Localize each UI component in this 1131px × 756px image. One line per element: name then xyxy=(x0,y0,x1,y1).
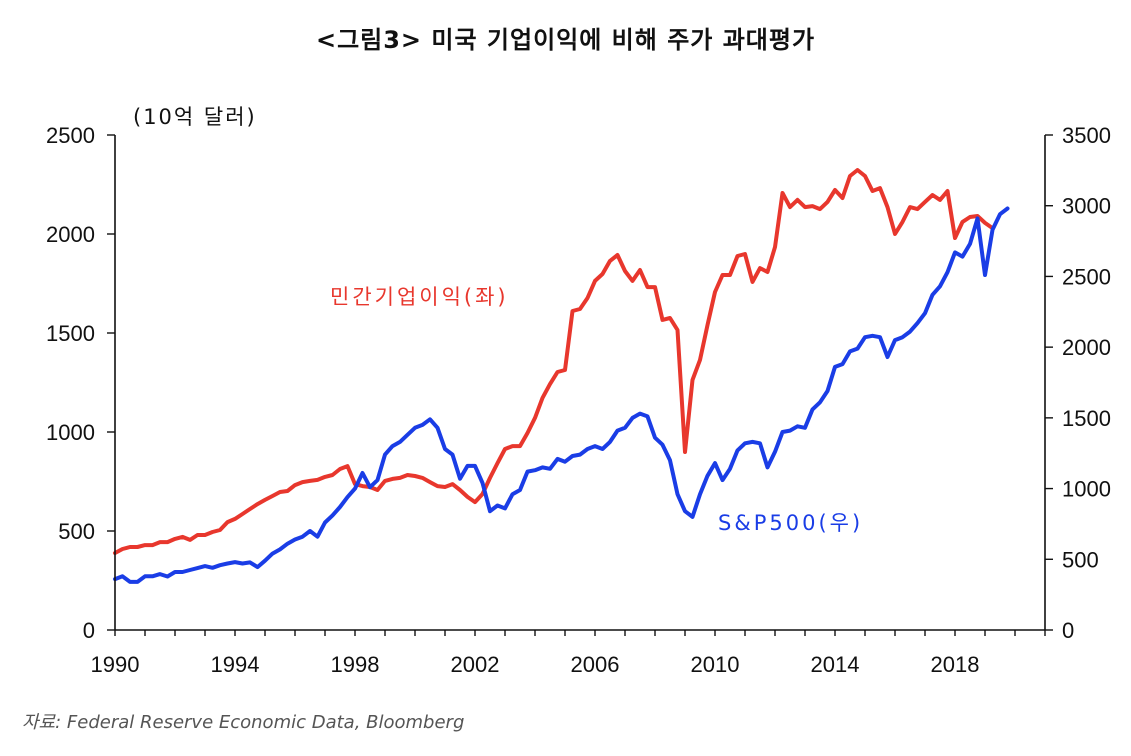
x-tick-label: 2006 xyxy=(571,652,620,677)
y-left-tick-label: 500 xyxy=(58,519,95,544)
x-tick-label: 1998 xyxy=(331,652,380,677)
sp500-series-label: S&P500(우) xyxy=(718,511,863,535)
y-right-tick-label: 3500 xyxy=(1062,123,1111,148)
sp500-line xyxy=(113,206,1010,584)
y-right-tick-label: 1000 xyxy=(1062,477,1111,502)
x-tick-label: 1990 xyxy=(91,652,140,677)
y-right-tick-label: 500 xyxy=(1062,547,1099,572)
x-tick-label: 2018 xyxy=(931,652,980,677)
x-tick-label: 1994 xyxy=(211,652,260,677)
y-right-tick-label: 1500 xyxy=(1062,406,1111,431)
y-left-tick-label: 1000 xyxy=(46,420,95,445)
y-right-tick-label: 2500 xyxy=(1062,264,1111,289)
chart-title: <그림3> 미국 기업이익에 비해 주가 과대평가 xyxy=(315,26,816,54)
y-left-tick-label: 1500 xyxy=(46,321,95,346)
left-axis-unit-label: (10억 달러) xyxy=(133,105,257,129)
source-note: 자료: Federal Reserve Economic Data, Bloom… xyxy=(22,712,465,733)
corporate-profits-series-label: 민간기업이익(좌) xyxy=(330,285,509,309)
x-tick-label: 2010 xyxy=(691,652,740,677)
y-right-tick-label: 0 xyxy=(1062,618,1074,643)
corporate-profits-line xyxy=(113,168,995,555)
x-tick-label: 2002 xyxy=(451,652,500,677)
y-right-tick-label: 2000 xyxy=(1062,335,1111,360)
x-tick-label: 2014 xyxy=(811,652,860,677)
y-left-tick-label: 0 xyxy=(83,618,95,643)
y-left-tick-label: 2000 xyxy=(46,222,95,247)
axis-ticks: 0 500 1000 1500 2000 2500 0 500 1000 1500 2000 2500… xyxy=(46,123,1111,677)
y-left-tick-label: 2500 xyxy=(46,123,95,148)
y-right-tick-label: 3000 xyxy=(1062,194,1111,219)
